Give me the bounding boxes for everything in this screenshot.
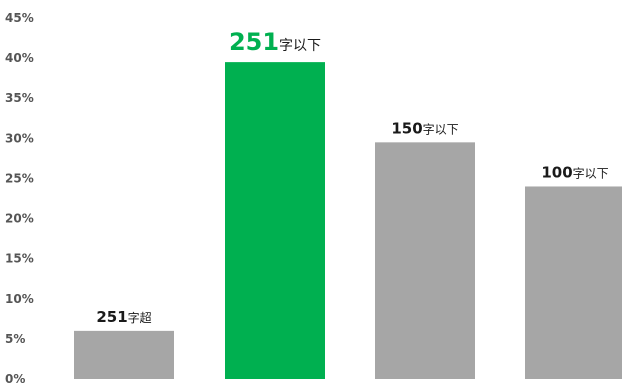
data-label-suffix: 字以下 [279,38,321,54]
bar-4 [525,186,622,379]
data-label-1: 251字超 [96,308,151,326]
data-label-2: 251字以下 [229,28,321,56]
y-tick-label: 25% [5,171,34,185]
bar-2 [225,62,325,379]
data-label-suffix: 字超 [128,310,152,325]
y-tick-label: 45% [5,11,34,25]
y-tick-label: 40% [5,51,34,65]
data-label-suffix: 字以下 [423,121,459,136]
data-label-3: 150字以下 [391,119,458,137]
y-tick-label: 0% [5,372,25,385]
data-label-number: 251 [229,28,279,56]
data-label-number: 251 [96,308,127,326]
y-tick-label: 35% [5,91,34,105]
data-label-suffix: 字以下 [573,165,609,180]
y-tick-label: 20% [5,212,34,226]
data-label-number: 100 [541,163,572,181]
y-tick-label: 15% [5,252,34,266]
y-tick-label: 10% [5,292,34,306]
bar-1 [74,330,174,379]
data-label-4: 100字以下 [541,163,608,181]
bar-3 [375,142,475,379]
y-tick-label: 5% [5,332,25,346]
y-tick-label: 30% [5,131,34,145]
data-label-number: 150 [391,119,422,137]
